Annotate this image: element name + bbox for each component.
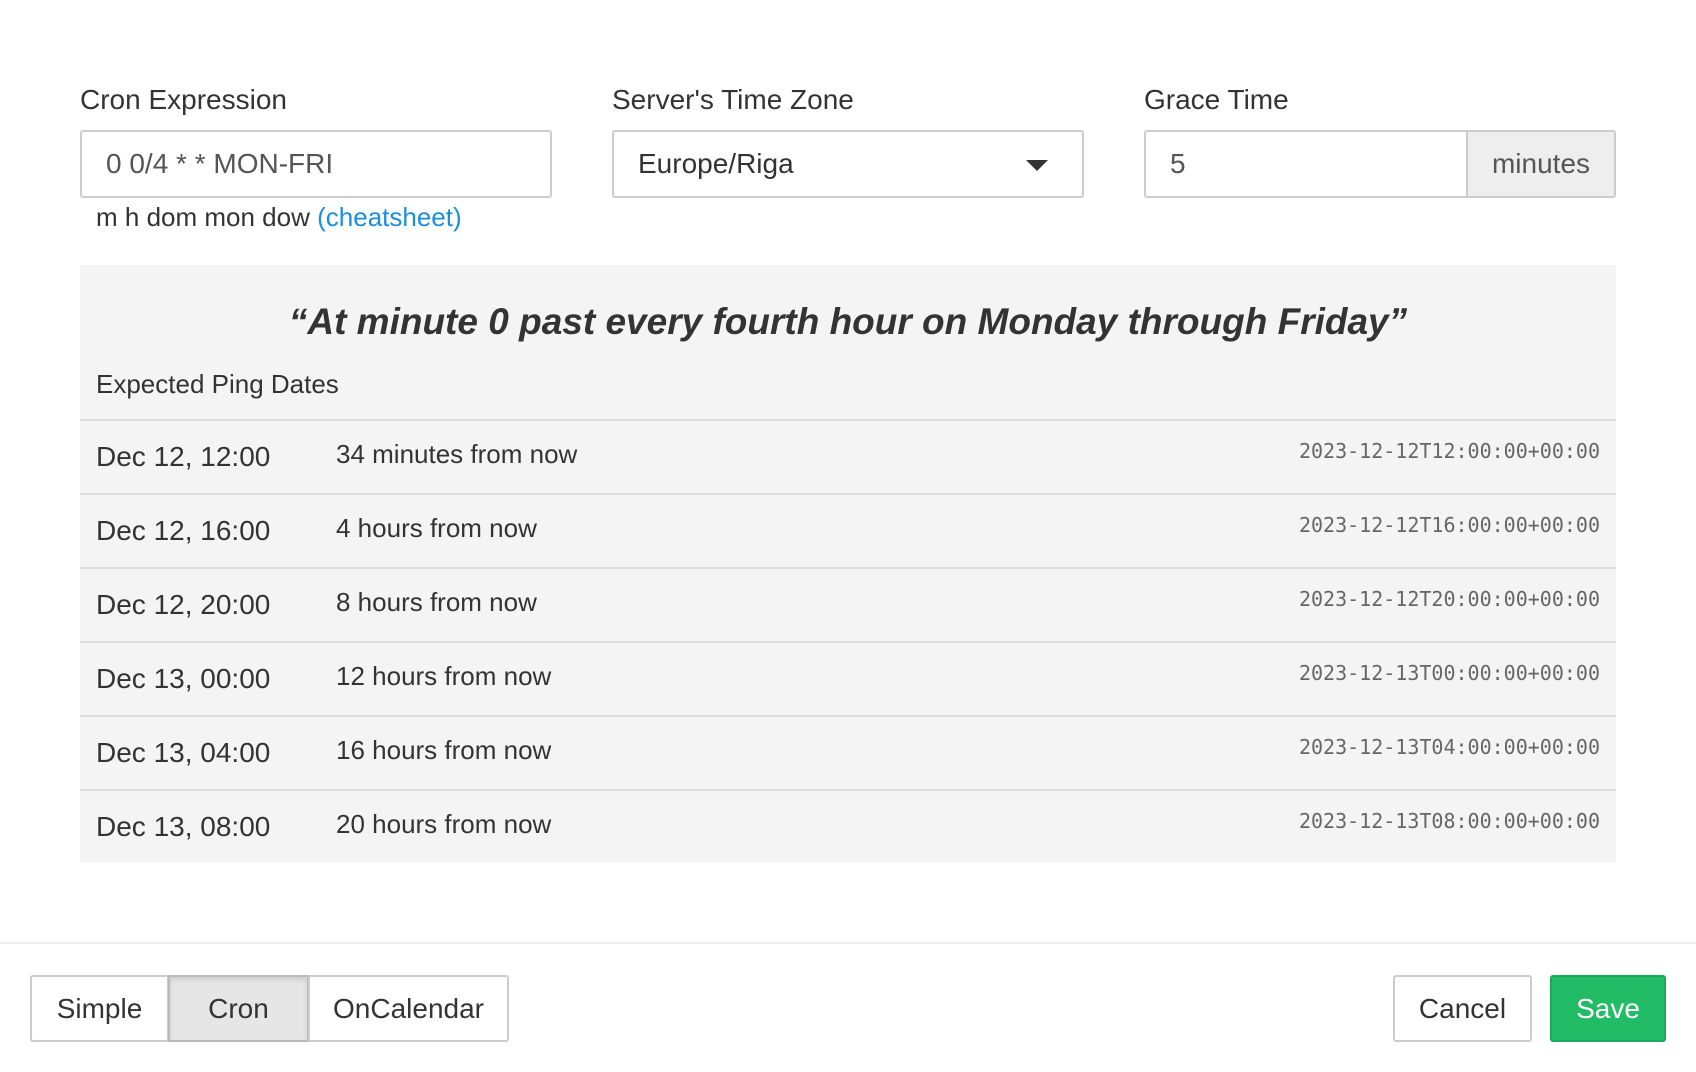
footer-divider [0,942,1696,944]
ping-iso: 2023-12-13T08:00:00+00:00 [1298,809,1600,833]
ping-date: Dec 13, 08:00 [96,811,271,842]
cancel-button[interactable]: Cancel [1393,975,1532,1042]
ping-date-row: Dec 13, 04:00 16 hours from now 2023-12-13… [80,715,1616,789]
timezone-select[interactable]: Europe/Riga [612,130,1084,198]
grace-time-input[interactable]: 5 [1144,130,1468,198]
grace-label: Grace Time [1144,84,1289,115]
chevron-down-icon [1026,160,1048,171]
ping-iso: 2023-12-12T20:00:00+00:00 [1298,587,1600,611]
ping-date: Dec 13, 00:00 [96,663,271,694]
timezone-label: Server's Time Zone [612,84,854,115]
ping-relative: 34 minutes from now [336,439,578,469]
save-button[interactable]: Save [1550,975,1666,1042]
ping-iso: 2023-12-13T04:00:00+00:00 [1298,735,1600,759]
cron-hint: m h dom mon dow (cheatsheet) [96,202,462,233]
ping-date: Dec 12, 16:00 [96,515,271,546]
timezone-value: Europe/Riga [638,148,794,179]
ping-date-row: Dec 12, 16:00 4 hours from now 2023-12-12T… [80,493,1616,567]
ping-relative: 12 hours from now [336,661,552,691]
ping-relative: 20 hours from now [336,809,552,839]
cron-expression-input[interactable]: 0 0/4 * * MON-FRI [80,130,552,198]
cron-description: “At minute 0 past every fourth hour on M… [288,301,1408,342]
ping-date-row: Dec 12, 12:00 34 minutes from now 2023-12-… [80,419,1616,493]
ping-iso: 2023-12-12T16:00:00+00:00 [1298,513,1600,537]
schedule-preview: “At minute 0 past every fourth hour on M… [80,265,1616,862]
ping-relative: 8 hours from now [336,587,537,617]
ping-iso: 2023-12-12T12:00:00+00:00 [1298,439,1600,463]
expected-ping-dates-label: Expected Ping Dates [96,369,339,399]
ping-iso: 2023-12-13T00:00:00+00:00 [1298,661,1600,685]
ping-date: Dec 13, 04:00 [96,737,271,768]
grace-unit: minutes [1466,130,1616,198]
ping-relative: 16 hours from now [336,735,552,765]
mode-oncalendar-button[interactable]: OnCalendar [308,975,509,1042]
cron-label: Cron Expression [80,84,287,115]
ping-date: Dec 12, 12:00 [96,441,271,472]
ping-relative: 4 hours from now [336,513,537,543]
cheatsheet-link[interactable]: (cheatsheet) [317,202,462,232]
cron-hint-text: m h dom mon dow [96,202,310,232]
ping-date-row: Dec 13, 00:00 12 hours from now 2023-12-13… [80,641,1616,715]
mode-cron-button[interactable]: Cron [168,975,309,1042]
ping-date-row: Dec 12, 20:00 8 hours from now 2023-12-12T… [80,567,1616,641]
mode-simple-button[interactable]: Simple [30,975,169,1042]
ping-date-row: Dec 13, 08:00 20 hours from now 2023-12-13… [80,789,1616,863]
ping-date: Dec 12, 20:00 [96,589,271,620]
